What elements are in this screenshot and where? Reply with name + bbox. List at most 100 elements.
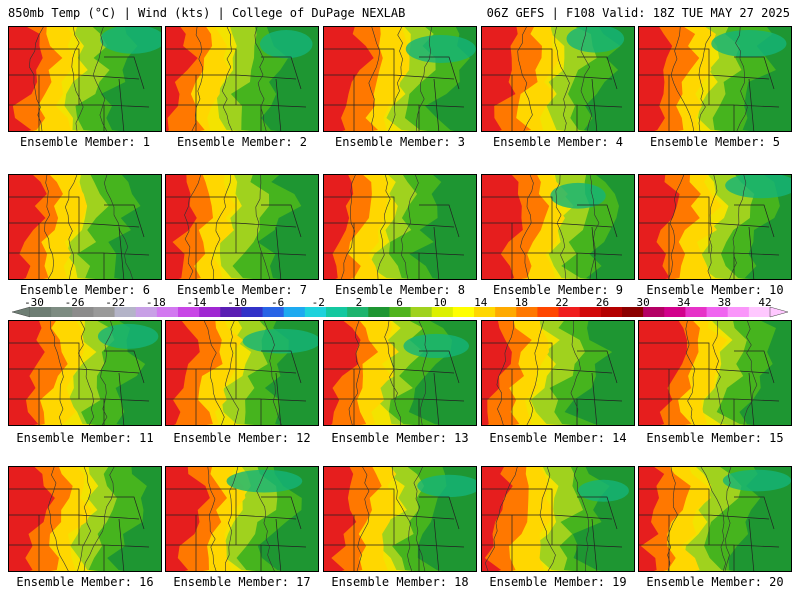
temperature-map (639, 467, 791, 571)
isotherm-line (184, 175, 201, 279)
isotherm-line (554, 27, 570, 131)
cold-pocket (578, 479, 629, 502)
colorbar-segment (72, 307, 94, 317)
colorbar-segment (452, 307, 475, 317)
colorbar-tick-label: -26 (64, 296, 85, 309)
isotherm-line (484, 467, 518, 571)
colorbar-segment (622, 307, 644, 317)
isotherm-line (724, 467, 732, 571)
isotherm-line (377, 175, 391, 279)
ensemble-map-panel (323, 466, 477, 572)
temperature-map (324, 175, 476, 279)
colorbar-tick-label: 38 (717, 296, 731, 309)
isotherm-line (743, 321, 758, 425)
ensemble-map-panel (638, 26, 792, 132)
cold-pocket (405, 35, 476, 63)
isotherm-line (256, 467, 275, 571)
ensemble-member-label: Ensemble Member: 18 (331, 575, 469, 589)
ensemble-map-panel (165, 174, 319, 280)
ensemble-map-panel (638, 174, 792, 280)
isotherm-line (580, 27, 593, 131)
isotherm-line (92, 27, 107, 131)
colorbar-segment (199, 307, 221, 317)
ensemble-member-label: Ensemble Member: 14 (489, 431, 627, 445)
temperature-map (9, 321, 161, 425)
isotherm-line (517, 27, 533, 131)
cold-pocket (722, 469, 791, 492)
colorbar-max-arrow (769, 306, 788, 318)
ensemble-map-panel (165, 466, 319, 572)
isotherm-line (71, 27, 84, 131)
ensemble-map-panel (481, 174, 635, 280)
colorbar-tick-label: -14 (186, 296, 207, 309)
colorbar-segment (516, 307, 538, 317)
cold-pocket (242, 328, 318, 354)
colorbar-segment (579, 307, 602, 317)
isotherm-line (555, 175, 567, 279)
isotherm-line (100, 321, 114, 425)
isotherm-line (47, 467, 69, 571)
state-borders (166, 48, 307, 131)
ensemble-member-label: Ensemble Member: 3 (334, 135, 466, 149)
temperature-map (482, 467, 634, 571)
state-borders (324, 48, 465, 131)
colorbar-tick-label: -2 (311, 296, 325, 309)
temperature-map (639, 175, 791, 279)
isotherm-line (570, 321, 581, 425)
state-borders (9, 196, 150, 279)
isotherm-line (50, 321, 64, 425)
isotherm-line (368, 27, 381, 131)
ensemble-member-label: Ensemble Member: 6 (19, 283, 151, 297)
isotherm-line (729, 175, 747, 279)
temperature-map (482, 27, 634, 131)
ensemble-member-label: Ensemble Member: 10 (646, 283, 784, 297)
colorbar-segment (495, 307, 517, 317)
colorbar-segment (558, 307, 581, 317)
ensemble-map-panel (323, 320, 477, 426)
colorbar-segment (368, 307, 390, 317)
ensemble-member-label: Ensemble Member: 16 (16, 575, 154, 589)
colorbar-segment (389, 307, 412, 317)
ensemble-member-label: Ensemble Member: 12 (173, 431, 311, 445)
temperature-map (639, 321, 791, 425)
ensemble-map-panel (8, 174, 162, 280)
ensemble-map-panel (638, 466, 792, 572)
colorbar-segment (262, 307, 285, 317)
ensemble-map-panel (8, 320, 162, 426)
state-borders (482, 342, 623, 425)
ensemble-member-label: Ensemble Member: 19 (489, 575, 627, 589)
colorbar-segment (241, 307, 264, 317)
colorbar-segment (156, 307, 179, 317)
isotherm-line (670, 27, 695, 131)
temperature-contour-band (257, 175, 318, 279)
model-run-info: 06Z GEFS | F108 Valid: 18Z TUE MAY 27 20… (486, 6, 790, 20)
isotherm-line (712, 321, 725, 425)
temperature-contour-band (482, 321, 512, 425)
ensemble-member-label: Ensemble Member: 8 (334, 283, 466, 297)
isotherm-line (29, 27, 44, 131)
ensemble-map-panel (481, 466, 635, 572)
temperature-contour-band (166, 321, 200, 425)
isotherm-line (263, 321, 282, 425)
ensemble-map-panel (323, 174, 477, 280)
colorbar-segment (685, 307, 708, 317)
cold-pocket (403, 333, 469, 359)
isotherm-line (666, 467, 679, 571)
temperature-map (482, 175, 634, 279)
state-borders (166, 488, 307, 571)
colorbar-segment (727, 307, 750, 317)
isotherm-line (83, 467, 115, 571)
isotherm-line (207, 467, 217, 571)
colorbar-tick-label: -30 (24, 296, 44, 309)
isotherm-line (255, 175, 271, 279)
isotherm-line (384, 321, 401, 425)
colorbar-segment (135, 307, 158, 317)
temperature-map (166, 321, 318, 425)
temperature-contour-band (639, 467, 665, 571)
ensemble-map-panel (481, 26, 635, 132)
isotherm-line (589, 175, 600, 279)
isotherm-line (392, 467, 413, 571)
temperature-contour-band (257, 467, 318, 571)
colorbar-segment (347, 307, 369, 317)
state-borders (9, 342, 150, 425)
